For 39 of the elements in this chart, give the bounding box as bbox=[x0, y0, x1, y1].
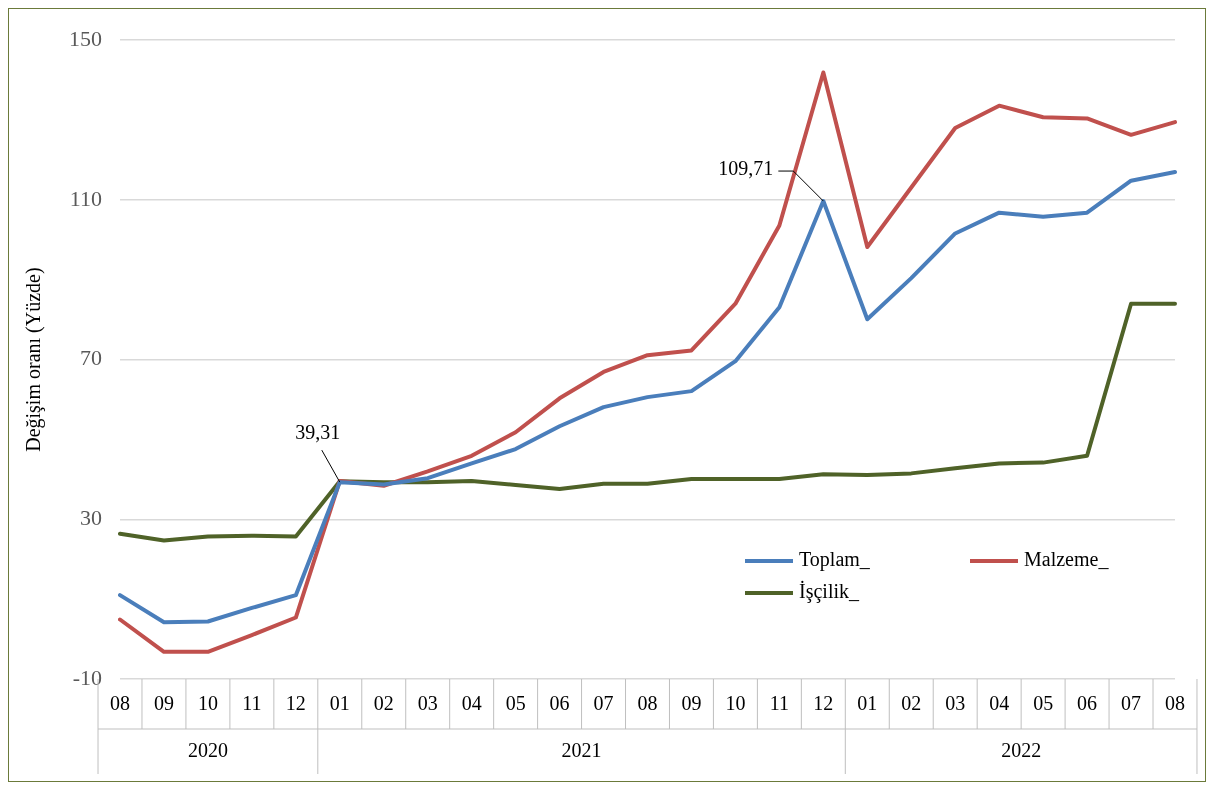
x-tick-label: 05 bbox=[1033, 692, 1054, 715]
y-tick-label: -10 bbox=[72, 664, 102, 690]
x-tick-label: 11 bbox=[242, 692, 262, 715]
x-tick-label: 02 bbox=[373, 692, 394, 715]
x-tick-label: 12 bbox=[285, 692, 306, 715]
x-tick-label: 04 bbox=[461, 692, 482, 715]
x-tick-label: 08 bbox=[637, 692, 658, 715]
legend-label: Malzeme_ bbox=[1024, 548, 1110, 571]
x-tick-label: 01 bbox=[857, 692, 878, 715]
x-tick-label: 06 bbox=[549, 692, 570, 715]
x-tick-label: 11 bbox=[769, 692, 790, 715]
legend-label: İşçilik_ bbox=[799, 580, 860, 604]
x-tick-label: 02 bbox=[901, 692, 922, 715]
legend-label: Toplam_ bbox=[799, 548, 871, 572]
x-tick-label: 09 bbox=[681, 692, 702, 715]
x-tick-label: 08 bbox=[110, 692, 130, 715]
x-tick-label: 07 bbox=[1121, 692, 1142, 715]
x-tick-label: 10 bbox=[725, 692, 746, 715]
x-tick-label: 10 bbox=[197, 692, 218, 715]
x-tick-label: 03 bbox=[945, 692, 966, 715]
x-tick-label: 12 bbox=[813, 692, 834, 715]
x-tick-label: 08 bbox=[1165, 692, 1185, 715]
data-label: 39,31 bbox=[295, 421, 341, 444]
data-label: 109,71 bbox=[718, 157, 774, 180]
x-tick-label: 05 bbox=[505, 692, 526, 715]
x-tick-label: 04 bbox=[989, 692, 1010, 715]
text: 2022 bbox=[1001, 739, 1042, 762]
y-axis-title: Değişim oranı (Yüzde) bbox=[22, 267, 46, 452]
text: 2020 bbox=[187, 739, 228, 762]
x-tick-label: 07 bbox=[593, 692, 614, 715]
x-tick-label: 09 bbox=[153, 692, 174, 715]
y-tick-label: 110 bbox=[69, 185, 102, 211]
text: 2021 bbox=[561, 739, 602, 762]
y-tick-label: 70 bbox=[80, 345, 102, 371]
y-tick-label: 30 bbox=[80, 505, 102, 531]
y-tick-label: 150 bbox=[69, 25, 102, 51]
x-tick-label: 01 bbox=[329, 692, 350, 715]
x-tick-label: 03 bbox=[417, 692, 438, 715]
x-tick-label: 06 bbox=[1077, 692, 1098, 715]
